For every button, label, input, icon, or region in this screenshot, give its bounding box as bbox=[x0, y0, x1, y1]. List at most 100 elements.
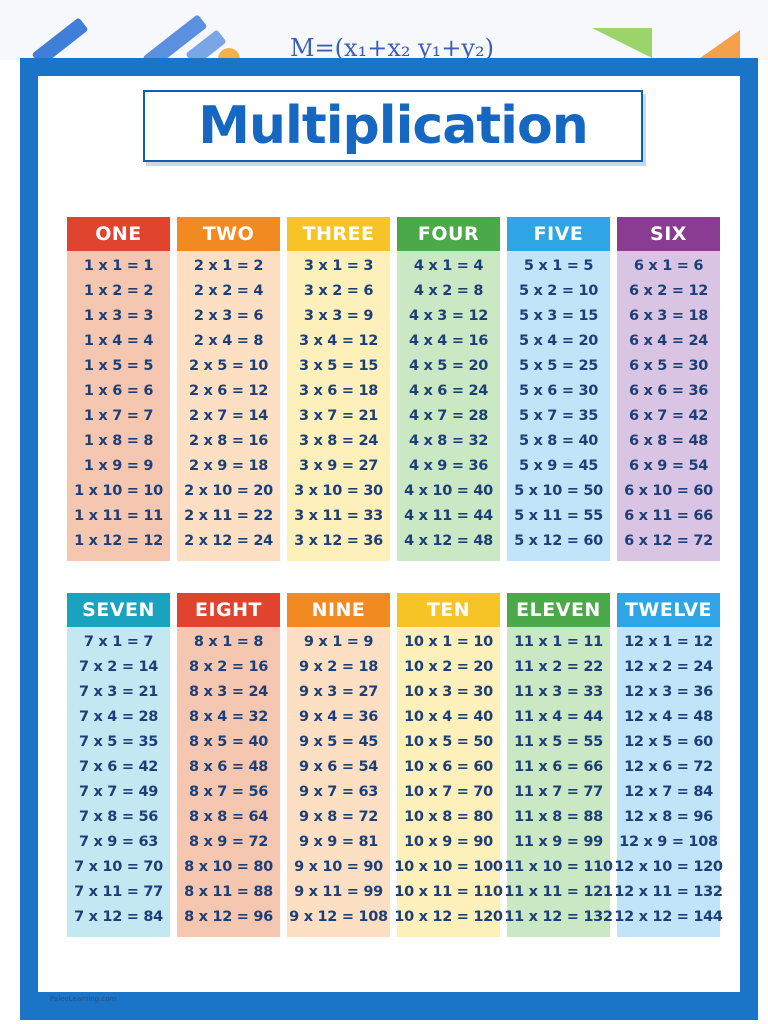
multiplication-fact: 6 x 10 = 60 bbox=[624, 482, 713, 499]
multiplication-fact: 7 x 4 = 28 bbox=[78, 708, 159, 725]
poster-title: Multiplication bbox=[198, 96, 588, 156]
multiplication-fact: 5 x 11 = 55 bbox=[514, 507, 603, 524]
multiplication-fact: 9 x 9 = 81 bbox=[298, 833, 379, 850]
multiplication-fact: 11 x 10 = 110 bbox=[504, 858, 613, 875]
multiplication-fact: 2 x 7 = 14 bbox=[188, 407, 269, 424]
table-body: 3 x 1 = 3 3 x 2 = 6 3 x 3 = 9 3 x 4 = 12 3 x… bbox=[287, 251, 390, 561]
table-column: EIGHT 8 x 1 = 8 8 x 2 = 16 8 x 3 = 24 8 x 4 … bbox=[177, 593, 280, 937]
multiplication-fact: 9 x 8 = 72 bbox=[298, 808, 379, 825]
multiplication-fact: 4 x 2 = 8 bbox=[413, 282, 484, 299]
multiplication-fact: 8 x 7 = 56 bbox=[188, 783, 269, 800]
multiplication-fact: 6 x 2 = 12 bbox=[628, 282, 709, 299]
multiplication-fact: 7 x 12 = 84 bbox=[74, 908, 163, 925]
multiplication-fact: 12 x 5 = 60 bbox=[624, 733, 713, 750]
green-triangle-decoration bbox=[592, 28, 652, 58]
multiplication-fact: 6 x 4 = 24 bbox=[628, 332, 709, 349]
midpoint-formula: M=(x₁+x₂ y₁+y₂) bbox=[290, 34, 494, 60]
multiplication-fact: 2 x 6 = 12 bbox=[188, 382, 269, 399]
multiplication-fact: 7 x 7 = 49 bbox=[78, 783, 159, 800]
multiplication-fact: 2 x 10 = 20 bbox=[184, 482, 273, 499]
table-header: ONE bbox=[67, 217, 170, 251]
multiplication-fact: 10 x 9 = 90 bbox=[404, 833, 493, 850]
multiplication-fact: 10 x 3 = 30 bbox=[404, 683, 493, 700]
multiplication-fact: 1 x 11 = 11 bbox=[74, 507, 163, 524]
multiplication-fact: 11 x 8 = 88 bbox=[514, 808, 603, 825]
multiplication-fact: 3 x 11 = 33 bbox=[294, 507, 383, 524]
multiplication-fact: 10 x 11 = 110 bbox=[394, 883, 503, 900]
multiplication-fact: 1 x 2 = 2 bbox=[83, 282, 154, 299]
multiplication-fact: 3 x 9 = 27 bbox=[298, 457, 379, 474]
table-body: 9 x 1 = 9 9 x 2 = 18 9 x 3 = 27 9 x 4 = 36 9… bbox=[287, 627, 390, 937]
multiplication-fact: 7 x 6 = 42 bbox=[78, 758, 159, 775]
multiplication-fact: 3 x 10 = 30 bbox=[294, 482, 383, 499]
multiplication-fact: 7 x 2 = 14 bbox=[78, 658, 159, 675]
multiplication-fact: 2 x 8 = 16 bbox=[188, 432, 269, 449]
multiplication-fact: 7 x 10 = 70 bbox=[74, 858, 163, 875]
multiplication-fact: 7 x 1 = 7 bbox=[83, 633, 154, 650]
multiplication-fact: 3 x 3 = 9 bbox=[303, 307, 374, 324]
table-column: FIVE 5 x 1 = 5 5 x 2 = 10 5 x 3 = 15 5 x 4 =… bbox=[507, 217, 610, 561]
multiplication-fact: 11 x 12 = 132 bbox=[504, 908, 613, 925]
multiplication-fact: 12 x 7 = 84 bbox=[624, 783, 713, 800]
multiplication-fact: 7 x 9 = 63 bbox=[78, 833, 159, 850]
multiplication-fact: 8 x 9 = 72 bbox=[188, 833, 269, 850]
table-body: 11 x 1 = 11 11 x 2 = 22 11 x 3 = 33 11 x 4 … bbox=[504, 627, 613, 937]
multiplication-fact: 9 x 1 = 9 bbox=[303, 633, 374, 650]
multiplication-fact: 2 x 11 = 22 bbox=[184, 507, 273, 524]
multiplication-fact: 1 x 9 = 9 bbox=[83, 457, 154, 474]
multiplication-fact: 4 x 1 = 4 bbox=[413, 257, 484, 274]
multiplication-fact: 5 x 8 = 40 bbox=[518, 432, 599, 449]
multiplication-fact: 6 x 3 = 18 bbox=[628, 307, 709, 324]
multiplication-fact: 8 x 12 = 96 bbox=[184, 908, 273, 925]
table-header: FOUR bbox=[397, 217, 500, 251]
multiplication-fact: 10 x 2 = 20 bbox=[404, 658, 493, 675]
table-header: TWO bbox=[177, 217, 280, 251]
multiplication-fact: 11 x 1 = 11 bbox=[514, 633, 603, 650]
multiplication-fact: 10 x 10 = 100 bbox=[394, 858, 503, 875]
multiplication-fact: 6 x 8 = 48 bbox=[628, 432, 709, 449]
multiplication-fact: 11 x 3 = 33 bbox=[514, 683, 603, 700]
multiplication-fact: 8 x 6 = 48 bbox=[188, 758, 269, 775]
multiplication-fact: 3 x 12 = 36 bbox=[294, 532, 383, 549]
multiplication-fact: 11 x 2 = 22 bbox=[514, 658, 603, 675]
multiplication-fact: 6 x 7 = 42 bbox=[628, 407, 709, 424]
multiplication-fact: 12 x 1 = 12 bbox=[624, 633, 713, 650]
multiplication-fact: 10 x 7 = 70 bbox=[404, 783, 493, 800]
table-column: TEN 10 x 1 = 10 10 x 2 = 20 10 x 3 = 30 10 x… bbox=[394, 593, 503, 937]
multiplication-fact: 4 x 8 = 32 bbox=[408, 432, 489, 449]
multiplication-fact: 12 x 6 = 72 bbox=[624, 758, 713, 775]
multiplication-fact: 4 x 12 = 48 bbox=[404, 532, 493, 549]
multiplication-fact: 5 x 1 = 5 bbox=[523, 257, 594, 274]
multiplication-fact: 1 x 6 = 6 bbox=[83, 382, 154, 399]
orange-triangle-decoration bbox=[700, 30, 740, 58]
multiplication-fact: 12 x 11 = 132 bbox=[614, 883, 723, 900]
multiplication-fact: 2 x 3 = 6 bbox=[193, 307, 264, 324]
multiplication-fact: 8 x 2 = 16 bbox=[188, 658, 269, 675]
table-body: 7 x 1 = 7 7 x 2 = 14 7 x 3 = 21 7 x 4 = 28 7… bbox=[67, 627, 170, 937]
multiplication-fact: 1 x 1 = 1 bbox=[83, 257, 154, 274]
multiplication-fact: 6 x 1 = 6 bbox=[633, 257, 704, 274]
multiplication-fact: 9 x 10 = 90 bbox=[294, 858, 383, 875]
table-column: FOUR 4 x 1 = 4 4 x 2 = 8 4 x 3 = 12 4 x 4 = … bbox=[397, 217, 500, 561]
multiplication-fact: 10 x 12 = 120 bbox=[394, 908, 503, 925]
multiplication-fact: 10 x 6 = 60 bbox=[404, 758, 493, 775]
multiplication-fact: 7 x 5 = 35 bbox=[78, 733, 159, 750]
multiplication-fact: 5 x 4 = 20 bbox=[518, 332, 599, 349]
multiplication-fact: 3 x 8 = 24 bbox=[298, 432, 379, 449]
multiplication-fact: 10 x 8 = 80 bbox=[404, 808, 493, 825]
table-body: 6 x 1 = 6 6 x 2 = 12 6 x 3 = 18 6 x 4 = 24 6… bbox=[617, 251, 720, 561]
table-header: FIVE bbox=[507, 217, 610, 251]
multiplication-fact: 1 x 12 = 12 bbox=[74, 532, 163, 549]
multiplication-fact: 6 x 12 = 72 bbox=[624, 532, 713, 549]
multiplication-fact: 5 x 10 = 50 bbox=[514, 482, 603, 499]
multiplication-fact: 9 x 2 = 18 bbox=[298, 658, 379, 675]
multiplication-fact: 7 x 3 = 21 bbox=[78, 683, 159, 700]
multiplication-fact: 9 x 12 = 108 bbox=[289, 908, 388, 925]
multiplication-fact: 2 x 1 = 2 bbox=[193, 257, 264, 274]
table-column: SIX 6 x 1 = 6 6 x 2 = 12 6 x 3 = 18 6 x 4 = … bbox=[617, 217, 720, 561]
multiplication-fact: 9 x 11 = 99 bbox=[294, 883, 383, 900]
multiplication-fact: 4 x 7 = 28 bbox=[408, 407, 489, 424]
multiplication-fact: 6 x 9 = 54 bbox=[628, 457, 709, 474]
